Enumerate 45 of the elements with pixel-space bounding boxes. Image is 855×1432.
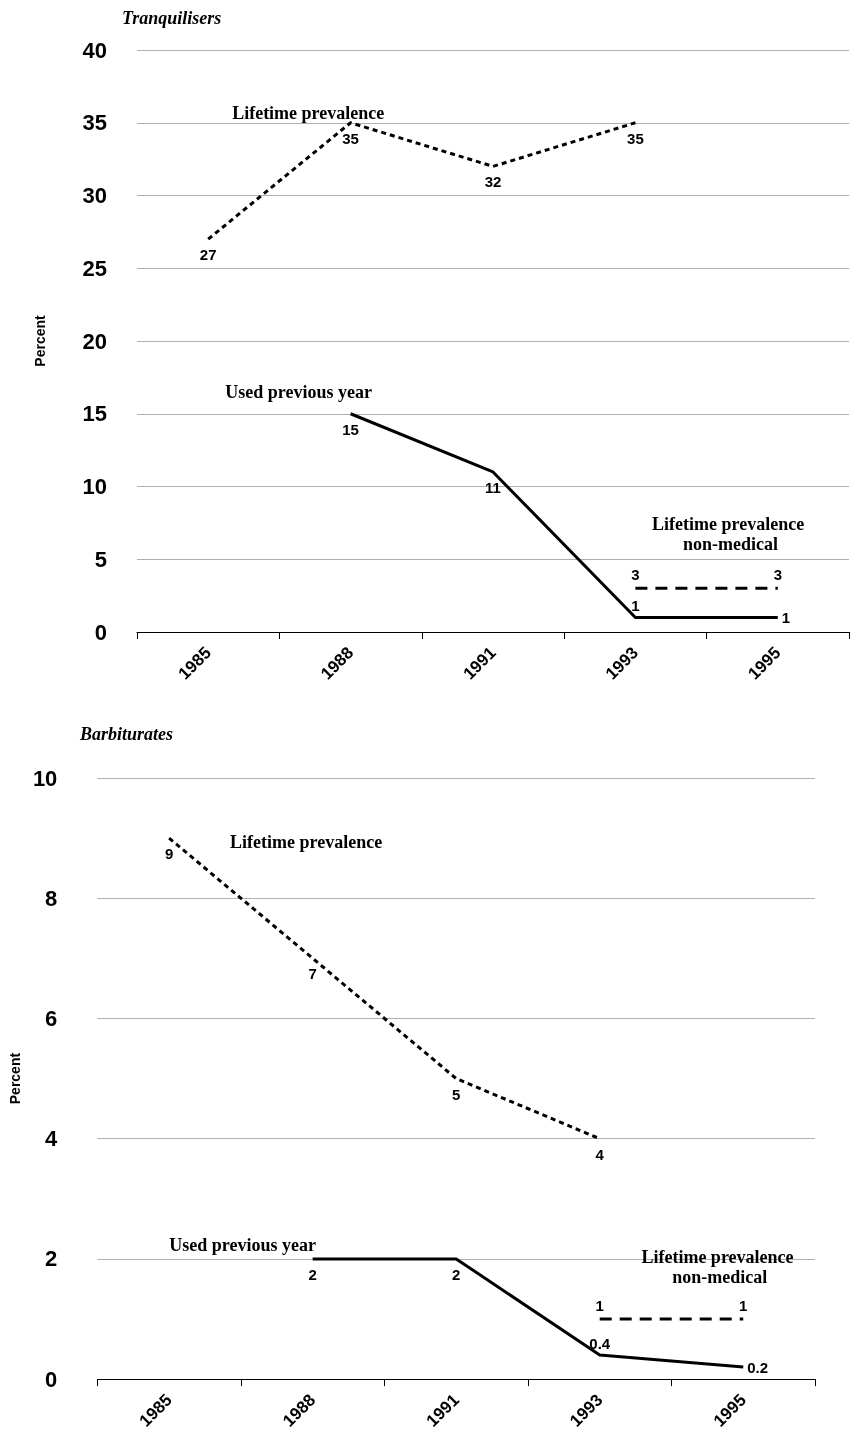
data-label: 1 bbox=[739, 1297, 748, 1315]
y-axis-title: Percent bbox=[7, 1052, 23, 1105]
y-tick-label: 5 bbox=[94, 546, 107, 572]
series-label: Lifetime prevalence non-medical bbox=[641, 1247, 799, 1288]
data-label: 1 bbox=[631, 597, 640, 615]
data-label: 2 bbox=[452, 1265, 461, 1283]
y-tick-label: 10 bbox=[82, 474, 107, 499]
series-label: Used previous year bbox=[225, 381, 372, 402]
y-tick-label: 8 bbox=[45, 885, 58, 911]
y-tick-label: 30 bbox=[82, 183, 107, 208]
data-label: 3 bbox=[773, 566, 782, 584]
data-label: 0.4 bbox=[589, 1335, 611, 1353]
series-label: Used previous year bbox=[169, 1234, 316, 1255]
y-tick-label: 40 bbox=[82, 37, 107, 63]
series-label: Lifetime prevalence bbox=[230, 832, 383, 853]
data-label: 15 bbox=[342, 420, 359, 438]
y-tick-label: 15 bbox=[82, 401, 107, 427]
data-label: 35 bbox=[342, 129, 359, 147]
chart-title: Tranquilisers bbox=[122, 8, 222, 28]
series-label: Lifetime prevalence non-medical bbox=[652, 514, 809, 555]
y-tick-label: 10 bbox=[32, 765, 58, 791]
y-tick-label: 0 bbox=[45, 1366, 58, 1392]
y-axis-title: Percent bbox=[32, 314, 48, 367]
data-label: 7 bbox=[308, 965, 317, 983]
data-label: 35 bbox=[627, 129, 644, 147]
y-tick-label: 2 bbox=[45, 1246, 58, 1272]
y-tick-label: 6 bbox=[45, 1005, 58, 1031]
data-label: 0.2 bbox=[747, 1358, 769, 1376]
data-label: 11 bbox=[485, 478, 501, 496]
y-tick-label: 0 bbox=[94, 619, 107, 645]
data-label: 4 bbox=[595, 1145, 605, 1163]
y-tick-label: 35 bbox=[82, 110, 107, 136]
data-label: 2 bbox=[308, 1265, 317, 1283]
series-label: Lifetime prevalence bbox=[232, 103, 385, 124]
data-label: 3 bbox=[631, 566, 640, 584]
y-tick-label: 20 bbox=[82, 328, 107, 354]
data-label: 27 bbox=[199, 246, 217, 264]
data-label: 1 bbox=[595, 1297, 604, 1315]
data-label: 9 bbox=[164, 845, 174, 863]
data-label: 1 bbox=[781, 608, 791, 626]
data-label: 5 bbox=[452, 1085, 461, 1103]
chart-title: Barbiturates bbox=[79, 724, 174, 744]
y-tick-label: 25 bbox=[82, 255, 107, 281]
y-tick-label: 4 bbox=[45, 1126, 59, 1152]
data-label: 32 bbox=[484, 173, 502, 191]
